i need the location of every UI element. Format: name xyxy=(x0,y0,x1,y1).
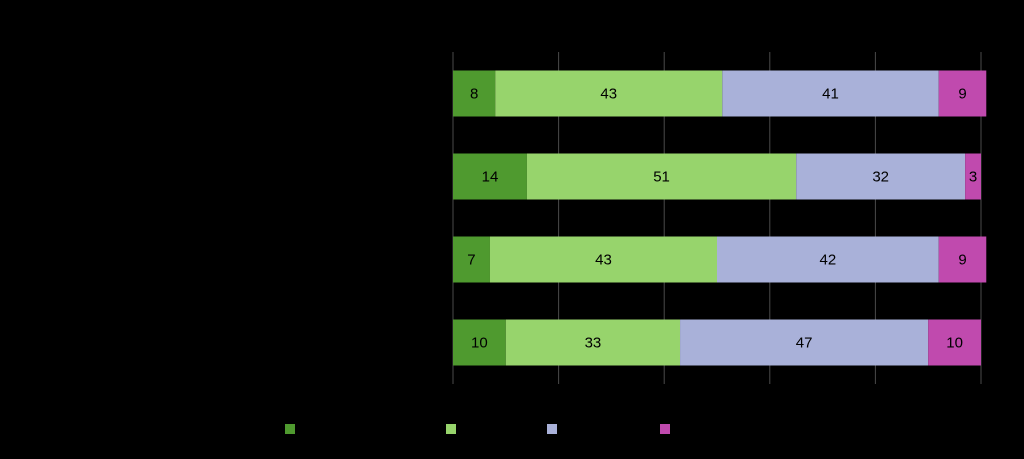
legend-swatch xyxy=(285,424,295,434)
bars-layer xyxy=(453,70,987,366)
bar-segment xyxy=(526,153,797,200)
bar-segment xyxy=(928,319,981,366)
bar-segment xyxy=(717,236,939,283)
bar-segment xyxy=(453,319,506,366)
bar-segment xyxy=(453,70,496,117)
data-label: 10 xyxy=(471,334,488,351)
data-label: 8 xyxy=(470,85,478,102)
bar-segment xyxy=(938,236,987,283)
bar-segment xyxy=(505,319,681,366)
data-label: 9 xyxy=(958,85,966,102)
data-label: 33 xyxy=(585,334,602,351)
data-label: 3 xyxy=(969,168,977,185)
bar-segment xyxy=(722,70,939,117)
bar-segment xyxy=(453,236,490,283)
data-label: 14 xyxy=(482,168,499,185)
bar-segment xyxy=(938,70,987,117)
data-label: 32 xyxy=(872,168,889,185)
legend xyxy=(285,424,670,434)
data-label: 43 xyxy=(595,251,612,268)
data-labels-layer: 8 43 41 9 14 51 32 3 7 43 42 9 10 33 47 10 xyxy=(467,85,977,351)
bar-segment xyxy=(489,236,717,283)
bar-segment xyxy=(965,153,981,200)
legend-swatch xyxy=(547,424,557,434)
legend-swatch xyxy=(660,424,670,434)
legend-swatch xyxy=(446,424,456,434)
data-label: 41 xyxy=(822,85,839,102)
data-label: 47 xyxy=(796,334,813,351)
data-label: 7 xyxy=(467,251,475,268)
data-label: 42 xyxy=(820,251,837,268)
bar-segment xyxy=(796,153,966,200)
data-label: 51 xyxy=(653,168,670,185)
data-label: 10 xyxy=(946,334,963,351)
data-label: 9 xyxy=(958,251,966,268)
data-label: 43 xyxy=(600,85,617,102)
bar-segment xyxy=(495,70,723,117)
bar-segment xyxy=(453,153,527,200)
bar-segment xyxy=(680,319,929,366)
